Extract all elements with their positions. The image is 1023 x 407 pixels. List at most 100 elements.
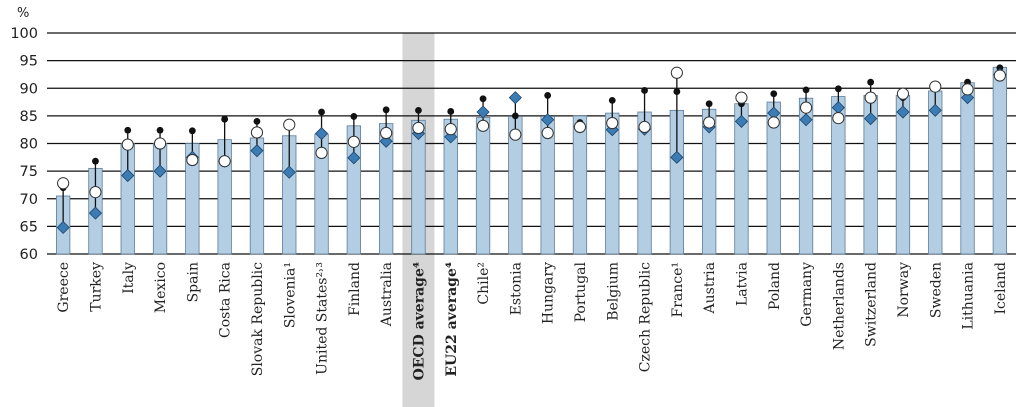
dot-marker <box>705 100 713 108</box>
dot-marker <box>802 86 810 94</box>
category-label: Estonia <box>508 262 524 315</box>
category-label: Czech Republic <box>638 262 654 372</box>
bar <box>895 95 911 255</box>
circle-marker <box>315 146 328 159</box>
category-label: Germany <box>799 262 815 327</box>
whiskers <box>62 67 1001 228</box>
circle-marker <box>476 119 490 132</box>
category-label: Spain <box>185 262 201 302</box>
circle-marker <box>670 66 683 79</box>
dot-marker <box>350 113 358 120</box>
category-label: France¹ <box>670 262 686 318</box>
bar <box>475 117 491 255</box>
diamond-marker <box>896 105 910 119</box>
category-label: Hungary <box>541 262 557 324</box>
category-label: Austria <box>702 262 718 314</box>
circle-marker <box>412 121 425 135</box>
circle-marker <box>638 120 651 134</box>
category-label: Mexico <box>153 262 169 313</box>
category-label: Iceland <box>993 262 1009 314</box>
diamond-marker <box>670 150 684 164</box>
dot-marker <box>318 108 325 116</box>
bar <box>992 66 1007 255</box>
dot-marker <box>188 127 196 135</box>
dot-marker <box>479 95 487 103</box>
y-tick-90: 90 <box>20 81 38 97</box>
circle-marker <box>153 137 167 150</box>
dot-marker <box>382 106 390 114</box>
y-tick-75: 75 <box>20 164 38 180</box>
circle-marker <box>347 135 360 148</box>
circle-marker <box>864 91 877 104</box>
diamond-marker <box>121 168 135 183</box>
circle-marker <box>250 126 264 139</box>
diamond-marker <box>928 103 942 117</box>
y-tick-65: 65 <box>20 219 38 235</box>
dot-marker <box>770 90 778 98</box>
diamond-marker <box>250 144 264 158</box>
dot-marker <box>511 112 519 120</box>
diamond-marker <box>864 112 878 126</box>
category-label: Poland <box>767 262 783 310</box>
category-label: Finland <box>347 262 363 316</box>
circle-marker <box>767 116 780 129</box>
diamond-marker <box>508 91 522 105</box>
category-label: Turkey <box>88 262 104 312</box>
circle-marker <box>380 126 393 140</box>
category-label: Switzerland <box>864 262 880 347</box>
diamond-marker <box>88 206 103 220</box>
diamond-marker <box>314 126 329 141</box>
dot-marker <box>92 157 99 165</box>
circle-marker <box>509 128 522 141</box>
circle-marker <box>929 80 942 93</box>
diamond-marker <box>734 114 749 128</box>
category-label: Norway <box>896 262 912 318</box>
category-label: Netherlands <box>831 262 847 350</box>
dot-marker <box>834 85 842 93</box>
dot-marker <box>608 97 616 104</box>
dot-marker <box>221 115 229 123</box>
gridlines <box>47 32 1016 255</box>
dot-marker <box>544 92 552 99</box>
category-label: Italy <box>121 262 137 294</box>
diamond-marker <box>799 113 813 127</box>
category-label: Greece <box>56 262 72 313</box>
dot-marker <box>253 118 261 125</box>
circle-marker <box>896 87 910 100</box>
category-label: Chile² <box>476 262 492 305</box>
bar <box>411 119 426 255</box>
circle-marker <box>573 120 587 134</box>
unit-label: % <box>17 6 29 21</box>
y-tick-95: 95 <box>20 54 38 70</box>
category-label: EU22 average⁴ <box>444 262 460 377</box>
circle-marker <box>186 153 199 167</box>
category-label: Costa Rica <box>218 262 234 338</box>
circle-marker <box>832 111 845 125</box>
circle-marker <box>218 155 231 168</box>
category-label: Sweden <box>928 262 944 318</box>
dot-marker <box>124 126 132 134</box>
circle-marker <box>961 83 974 96</box>
dot-marker <box>673 88 681 95</box>
diamond-marker <box>56 220 70 235</box>
dot-marker <box>415 106 422 114</box>
category-label: Portugal <box>573 261 589 322</box>
category-label: Slovak Republic <box>250 262 266 376</box>
diamond-marker <box>476 105 490 119</box>
circle-marker <box>89 186 102 199</box>
circle-marker <box>703 116 716 129</box>
diamond-marker <box>347 151 361 165</box>
category-label: Latvia <box>734 262 750 306</box>
category-label: Lithuania <box>961 262 977 330</box>
bar <box>960 82 975 255</box>
y-tick-85: 85 <box>20 109 38 125</box>
y-tick-60: 60 <box>20 247 38 263</box>
diamond-marker <box>541 113 555 127</box>
bar <box>572 115 588 255</box>
circle-marker <box>121 138 134 151</box>
category-labels: Greece Turkey Italy Mexico Spain Costa Rica Sl… <box>56 261 1009 380</box>
markers <box>56 64 1007 235</box>
circle-marker <box>799 101 813 114</box>
category-label: OECD average⁴ <box>411 262 427 380</box>
circle-marker <box>606 116 619 130</box>
